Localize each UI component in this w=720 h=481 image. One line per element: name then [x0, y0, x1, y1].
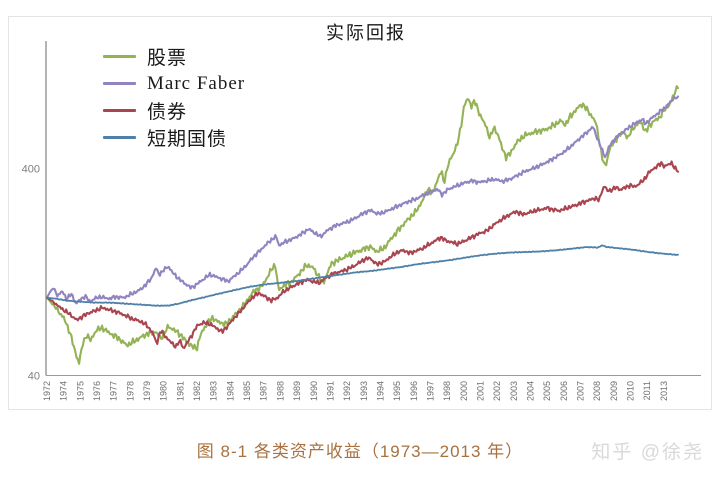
x-tick-label: 1991 [325, 381, 335, 401]
x-tick-label: 1995 [392, 381, 402, 401]
legend-color-line [103, 136, 136, 139]
x-tick-label: 1996 [409, 381, 419, 401]
x-tick-label: 1978 [125, 381, 135, 401]
series-line-marc-faber [45, 95, 680, 305]
legend-item-t-bills: 短期国债 [103, 124, 245, 151]
x-tick-label: 2001 [475, 381, 485, 401]
x-tick-label: 1993 [359, 381, 369, 401]
y-tick-label: 40 [28, 371, 40, 383]
x-tick-label: 2011 [642, 381, 652, 400]
x-tick-label: 1982 [192, 381, 202, 401]
legend-item-stocks: 股票 [103, 43, 245, 70]
chart-legend: 股票 Marc Faber 债券短期国债 [103, 43, 245, 151]
x-tick-label: 1985 [242, 381, 252, 401]
legend-item-marc-faber: Marc Faber [103, 70, 245, 97]
figure-caption: 图 8-1 各类资产收益（1973—2013 年） [196, 442, 524, 461]
x-tick-label: 1974 [59, 381, 69, 401]
x-tick-label: 2008 [592, 381, 602, 401]
x-tick-label: 2003 [509, 381, 519, 401]
x-tick-label: 2004 [526, 381, 536, 401]
series-line-stocks [45, 85, 680, 365]
series-line-t-bills [46, 244, 679, 307]
x-tick-label: 1998 [442, 381, 452, 401]
x-tick-label: 1975 [75, 381, 85, 401]
x-tick-label: 1989 [292, 381, 302, 401]
series-line-bonds [45, 160, 680, 350]
x-tick-label: 1976 [92, 381, 102, 401]
y-tick-label: 400 [22, 164, 40, 176]
x-tick-label: 1992 [342, 381, 352, 401]
watermark: 知乎 @徐尧 [591, 442, 704, 463]
x-tick-label: 1997 [425, 381, 435, 401]
legend-color-line [103, 82, 136, 85]
x-tick-label: 2013 [659, 381, 669, 401]
x-tick-label: 2006 [559, 381, 569, 401]
legend-color-line [103, 55, 136, 58]
x-tick-label: 2009 [609, 381, 619, 401]
x-tick-label: 1979 [142, 381, 152, 401]
x-tick-label: 1984 [225, 381, 235, 401]
legend-label: Marc Faber [147, 72, 246, 94]
legend-color-line [103, 109, 136, 112]
chart-title: 实际回报 [326, 23, 406, 43]
x-tick-label: 1977 [109, 381, 119, 401]
legend-label: 短期国债 [147, 129, 228, 150]
x-tick-label: 2007 [576, 381, 586, 401]
x-tick-label: 2002 [492, 381, 502, 401]
x-tick-label: 2000 [459, 381, 469, 401]
legend-item-bonds: 债券 [103, 97, 245, 124]
x-tick-label: 1983 [209, 381, 219, 401]
x-tick-label: 1981 [175, 381, 185, 401]
legend-label: 债券 [147, 102, 188, 123]
legend-label: 股票 [147, 48, 188, 69]
x-tick-label: 2010 [626, 381, 636, 401]
x-tick-label: 1980 [159, 381, 169, 401]
x-tick-label: 1987 [259, 381, 269, 401]
x-tick-label: 1994 [375, 381, 385, 401]
x-tick-label: 1972 [42, 381, 52, 401]
x-tick-label: 2005 [542, 381, 552, 401]
x-tick-label: 1990 [309, 381, 319, 401]
x-tick-label: 1988 [275, 381, 285, 401]
